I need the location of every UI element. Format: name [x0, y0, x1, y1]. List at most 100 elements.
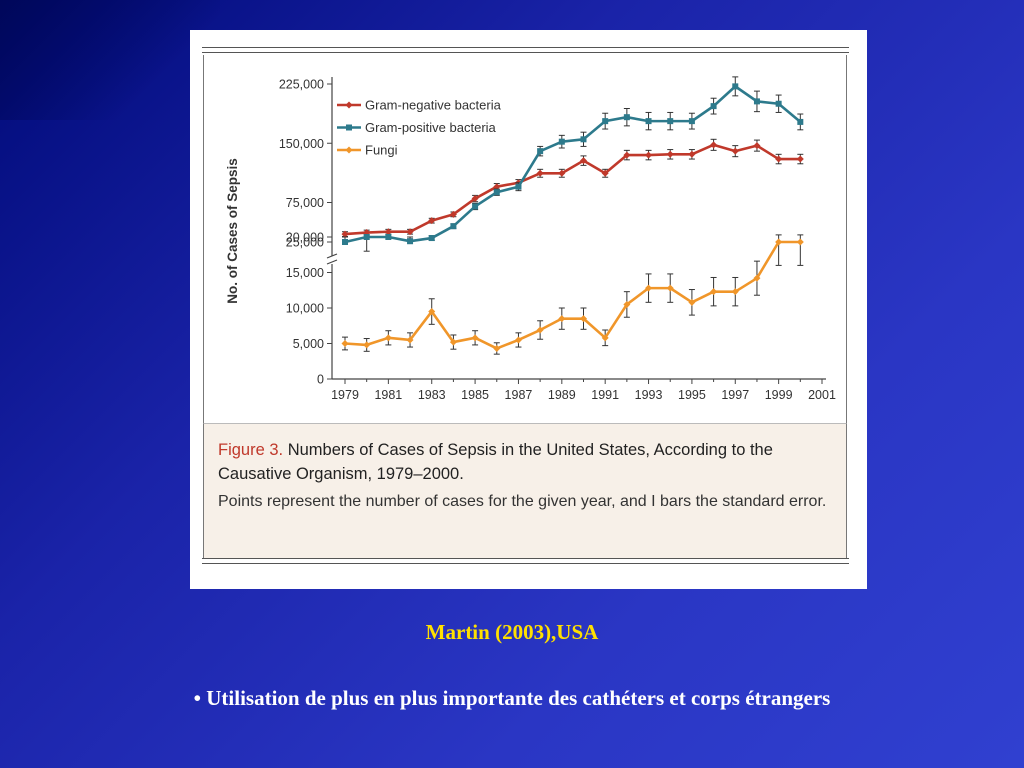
data-point	[732, 83, 739, 90]
series-line	[344, 240, 801, 350]
x-tick-label: 1999	[765, 388, 793, 402]
legend-marker	[345, 101, 353, 109]
y-tick-label: 75,000	[286, 196, 324, 210]
data-point	[341, 340, 349, 347]
data-point	[667, 118, 674, 125]
y-tick-label: 150,000	[279, 137, 324, 151]
data-point	[753, 98, 760, 105]
data-point	[753, 142, 761, 150]
data-point	[580, 315, 587, 323]
data-point	[797, 118, 804, 125]
data-point	[515, 183, 522, 190]
data-point	[731, 288, 739, 296]
x-tick-label: 1989	[548, 388, 576, 402]
bottom-rule	[202, 558, 849, 559]
legend-marker	[345, 146, 353, 154]
data-point	[428, 217, 436, 225]
top-rule	[202, 47, 849, 48]
caption-text: Points represent the number of cases for…	[218, 493, 827, 510]
data-point	[645, 118, 652, 125]
plot-panel: 0 5,000 10,000 15,000 20,000 25,000 75,000 150,…	[203, 55, 847, 423]
figure-label: Figure 3.	[218, 441, 284, 459]
data-point	[472, 203, 479, 210]
x-tick-label: 1985	[461, 388, 489, 402]
data-point	[384, 334, 392, 342]
data-point	[775, 238, 783, 246]
data-point	[471, 195, 479, 203]
data-point	[645, 284, 653, 292]
slide-corner-shade	[0, 0, 220, 120]
y-axis-label: No. of Cases of Sepsis	[225, 158, 240, 304]
bullet-point: • Utilisation de plus en plus importante…	[193, 686, 831, 710]
figure-title: Numbers of Cases of Sepsis in the United…	[218, 441, 773, 483]
data-point	[688, 118, 695, 125]
x-tick-label: 1979	[331, 388, 359, 402]
data-point	[580, 157, 587, 165]
data-point	[601, 334, 609, 342]
data-point	[688, 150, 696, 158]
y-tick-label: 10,000	[286, 302, 324, 316]
data-point	[666, 284, 674, 292]
data-point	[558, 169, 566, 177]
data-point	[623, 300, 631, 308]
x-tick-label: 1993	[635, 388, 663, 402]
data-point	[428, 235, 435, 242]
data-point	[731, 147, 739, 155]
y-tick-label: 20,000	[286, 231, 324, 245]
data-point	[384, 228, 392, 236]
data-point	[623, 114, 630, 121]
legend: Gram-negative bacteria Gram-positive bact…	[337, 98, 502, 158]
data-point	[796, 238, 804, 246]
data-point	[342, 239, 348, 245]
y-tick-label: 15,000	[286, 266, 324, 280]
data-point	[688, 298, 696, 306]
data-point	[796, 155, 804, 163]
data-point	[601, 169, 609, 177]
data-point	[493, 344, 501, 352]
data-point	[537, 148, 544, 155]
series-gram-negative-bacteria	[341, 138, 804, 238]
data-point	[580, 136, 587, 143]
legend-label: Gram-positive bacteria	[365, 120, 497, 135]
x-tick-label: 1995	[678, 388, 706, 402]
x-tick-label: 1991	[591, 388, 619, 402]
data-point	[536, 326, 544, 334]
x-tick-label: 1983	[418, 388, 446, 402]
data-point	[775, 100, 782, 107]
data-point	[406, 228, 414, 236]
legend-marker	[346, 124, 352, 131]
series-fungi	[341, 234, 804, 355]
data-point	[623, 151, 631, 159]
data-point	[753, 274, 761, 282]
data-point	[385, 234, 392, 240]
data-point	[710, 103, 717, 110]
data-point	[406, 336, 414, 344]
data-point	[493, 189, 500, 196]
data-point	[341, 230, 349, 238]
data-point	[666, 150, 674, 158]
data-point	[710, 288, 718, 296]
legend-label: Gram-negative bacteria	[365, 98, 502, 113]
data-point	[407, 238, 414, 245]
x-tick-label: 1997	[721, 388, 749, 402]
data-point	[493, 183, 501, 191]
data-point	[645, 151, 653, 159]
data-point	[514, 336, 522, 344]
data-point	[363, 234, 370, 240]
data-point	[428, 308, 436, 316]
data-point	[710, 141, 718, 149]
bottom-rule-inner	[202, 563, 849, 564]
series-gram-positive-bacteria	[342, 76, 804, 252]
caption-title: Figure 3. Numbers of Cases of Sepsis in …	[218, 438, 828, 486]
y-tick-label: 5,000	[293, 337, 324, 351]
x-tick-label: 2001	[808, 388, 836, 402]
data-point	[558, 315, 566, 323]
data-point	[471, 334, 479, 342]
series-line	[344, 85, 802, 244]
data-point	[558, 138, 565, 145]
source-citation: Martin (2003),USA	[425, 620, 599, 644]
axis-break-mark	[326, 259, 338, 265]
data-point	[449, 210, 457, 218]
y-tick-label: 25,000	[286, 236, 324, 250]
